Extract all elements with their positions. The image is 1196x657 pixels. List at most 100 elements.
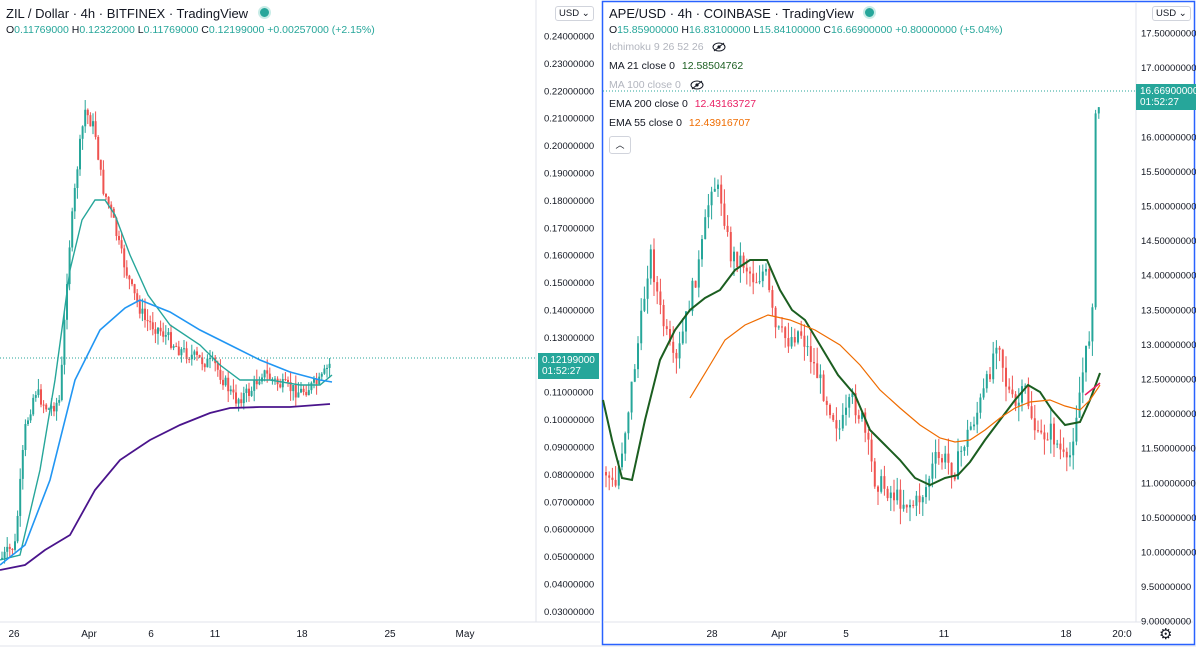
indicator-ma100[interactable]: MA 100 close 0	[609, 76, 1003, 95]
left-candle-body	[128, 275, 131, 280]
left-candle-body	[167, 332, 170, 336]
right-price-tick: 14.00000000	[1141, 271, 1196, 282]
left-candle-body	[55, 402, 58, 412]
left-candle-body	[24, 424, 27, 450]
left-candle-body	[180, 349, 183, 356]
left-candle-body	[227, 377, 230, 392]
left-price-tick: 0.06000000	[544, 525, 594, 536]
right-price-tick: 12.00000000	[1141, 409, 1196, 420]
right-candle-body	[624, 433, 627, 454]
right-candle-body	[777, 326, 780, 328]
eye-hidden-icon[interactable]	[690, 80, 704, 90]
gear-icon[interactable]: ⚙	[1159, 626, 1173, 643]
indicator-ichimoku[interactable]: Ichimoku 9 26 52 26	[609, 38, 1003, 57]
right-market-status-icon	[863, 6, 877, 19]
left-candle-body	[34, 395, 37, 398]
right-currency-button[interactable]: USD ⌄	[1152, 6, 1191, 21]
left-candle-body	[183, 348, 185, 350]
right-candle-body	[653, 249, 655, 283]
left-symbol-title[interactable]: ZIL / Dollar · 4h · BITFINEX · TradingVi…	[6, 6, 375, 21]
left-time-tick: 11	[210, 629, 221, 640]
left-candle-body	[71, 211, 74, 248]
left-candle-body	[37, 389, 40, 396]
right-candle-body	[861, 412, 863, 419]
left-price-tick: 0.07000000	[544, 497, 594, 508]
left-price-tick: 0.23000000	[544, 59, 594, 70]
left-candle-body	[224, 377, 227, 386]
left-market-status-icon	[257, 6, 271, 19]
left-time-tick: May	[456, 629, 475, 640]
right-candle-body	[633, 369, 636, 382]
right-candle-body	[649, 249, 652, 279]
left-candle-body	[136, 293, 139, 302]
left-currency-button[interactable]: USD ⌄	[555, 6, 594, 21]
indicator-ma21[interactable]: MA 21 close 0 12.58504762	[609, 60, 744, 72]
right-time-tick: 5	[843, 629, 849, 640]
right-candle-body	[713, 188, 716, 192]
right-candle-body	[749, 271, 751, 274]
left-candle-body	[68, 247, 71, 285]
right-candle-body	[781, 326, 783, 328]
left-candle-body	[237, 399, 240, 404]
right-candle-body	[739, 255, 742, 267]
collapse-legend-button[interactable]: ︿	[609, 136, 631, 154]
right-candle-body	[822, 374, 825, 401]
right-candle-body	[803, 335, 806, 347]
right-candle-body	[845, 407, 847, 415]
left-candle-body	[81, 126, 84, 139]
left-candle-body	[245, 388, 248, 394]
right-time-axis[interactable]: 28 Apr 5 11 18 20:0	[706, 629, 1132, 640]
left-candle-body	[315, 378, 318, 385]
right-time-tick: 11	[939, 629, 950, 640]
left-price-tick: 0.03000000	[544, 607, 594, 618]
right-candle-body	[921, 497, 924, 503]
left-candle-body	[320, 373, 323, 377]
right-symbol-title[interactable]: APE/USD · 4h · COINBASE · TradingView	[609, 6, 1003, 21]
left-candle-body	[115, 217, 118, 236]
left-candle-body	[206, 358, 209, 368]
right-ma21-line	[602, 259, 1101, 487]
right-candle-body	[771, 290, 774, 308]
indicator-ema200[interactable]: EMA 200 close 0 12.43163727	[609, 98, 757, 110]
right-price-axis[interactable]: 17.50000000 17.00000000 16.00000000 15.5000…	[1141, 29, 1196, 628]
right-candle-body	[656, 282, 659, 292]
right-candle-body	[883, 476, 886, 489]
right-provider: TradingView	[782, 6, 854, 21]
left-price-tick: 0.10000000	[544, 415, 594, 426]
right-candle-body	[1069, 455, 1071, 458]
right-candle-body	[1062, 449, 1065, 452]
right-candle-body	[928, 478, 931, 488]
left-candle-body	[76, 169, 79, 189]
right-price-tick: 15.00000000	[1141, 202, 1196, 213]
right-candle-body	[1088, 341, 1091, 346]
right-candle-body	[816, 363, 819, 379]
right-candle-body	[681, 331, 684, 344]
right-candle-body	[787, 338, 790, 347]
left-candle-body	[240, 399, 243, 404]
left-ema-slow-line	[0, 403, 331, 571]
right-candle-body	[1024, 385, 1027, 387]
eye-hidden-icon[interactable]	[712, 42, 726, 52]
right-candle-body	[672, 341, 675, 353]
right-price-tick: 16.00000000	[1141, 132, 1196, 143]
left-time-tick: 6	[148, 629, 154, 640]
right-candle-body	[755, 282, 758, 284]
left-candle-body	[3, 551, 6, 558]
right-candle-body	[797, 331, 799, 343]
left-candle-body	[219, 369, 222, 380]
right-candle-body	[723, 203, 726, 226]
left-candle-body	[105, 193, 107, 197]
left-candle-body	[107, 196, 110, 205]
right-candle-body	[608, 475, 611, 478]
right-pane-active-border	[601, 0, 1196, 646]
left-time-axis[interactable]: 26 Apr 6 11 18 25 May	[8, 629, 474, 640]
left-interval: 4h	[80, 6, 96, 21]
indicator-ema55[interactable]: EMA 55 close 0 12.43916707	[609, 117, 751, 129]
left-candle-body	[263, 370, 266, 378]
left-candle-body	[63, 319, 66, 365]
right-candle-body	[864, 412, 867, 433]
left-price-axis[interactable]: 0.24000000 0.23000000 0.22000000 0.21000000…	[544, 32, 594, 618]
right-candle-body	[662, 305, 665, 327]
right-candle-body	[720, 184, 723, 204]
